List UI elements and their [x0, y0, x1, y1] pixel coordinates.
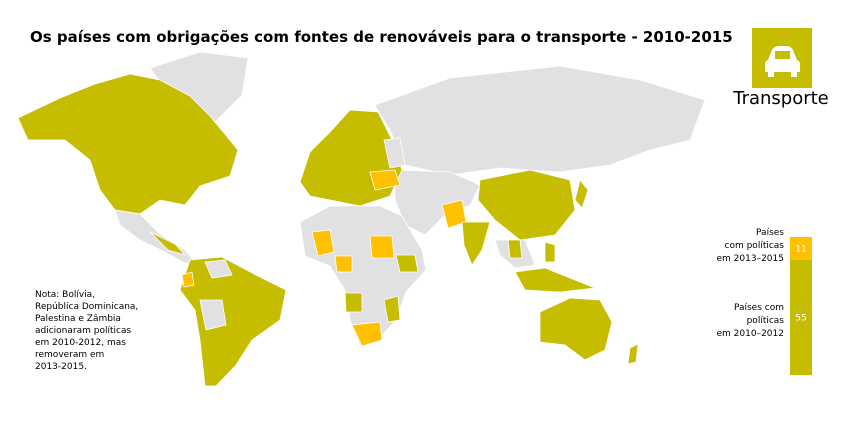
note-line: em 2010-2012, mas — [35, 338, 126, 348]
legend: 11 Países com políticas em 2013–2015 55 Paíse… — [717, 228, 812, 375]
note-line: República Dominicana, — [35, 302, 138, 312]
legend-value: 55 — [795, 314, 806, 324]
legend-bar-segment — [790, 237, 812, 260]
transport-icon — [752, 28, 812, 88]
legend-label: com políticas — [725, 241, 785, 251]
legend-label: em 2013–2015 — [717, 254, 784, 264]
icon-label: Transporte — [732, 88, 829, 109]
note-line: removeram em — [35, 350, 104, 360]
legend-label: Países com — [734, 303, 784, 313]
legend-label: políticas — [747, 316, 785, 326]
note: Nota: Bolívia, República Dominicana, Pales… — [35, 290, 138, 372]
note-line: adicionaram políticas — [35, 326, 131, 336]
legend-label: em 2010–2012 — [717, 329, 784, 339]
note-line: 2013-2015. — [35, 362, 87, 372]
note-line: Nota: Bolívia, — [35, 290, 95, 300]
note-line: Palestina e Zâmbia — [35, 314, 121, 324]
legend-bar-segment — [790, 260, 812, 375]
legend-value: 11 — [795, 245, 806, 255]
legend-label: Países — [756, 228, 784, 238]
title: Os países com obrigações com fontes de r… — [30, 28, 733, 46]
world-map — [17, 51, 706, 387]
